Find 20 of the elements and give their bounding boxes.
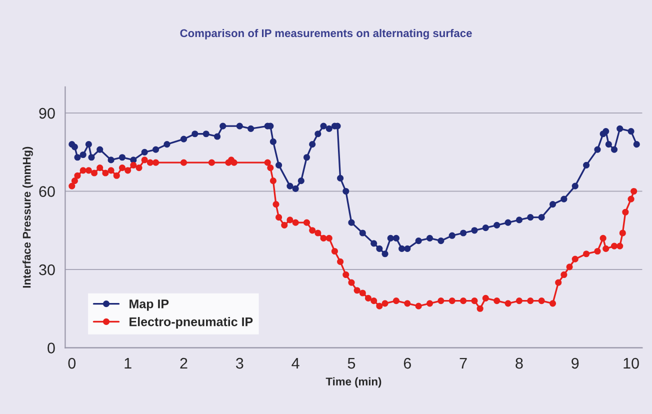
x-tick-label: 2 — [180, 358, 188, 369]
x-tick-label: 10 — [624, 358, 639, 369]
y-tick-label: 90 — [39, 108, 55, 119]
x-tick-label: 1 — [124, 358, 132, 369]
chart-title: Comparison of IP measurements on alternating surface — [180, 28, 472, 40]
x-tick-label: 3 — [236, 358, 244, 369]
y-tick-label: 30 — [39, 264, 55, 276]
y-axis-title: Interface Pressure (mmHg) — [22, 146, 33, 288]
y-tick-label: 60 — [39, 186, 55, 197]
x-tick-label: 5 — [348, 358, 356, 369]
x-axis-title: Time (min) — [326, 377, 382, 388]
x-tick-label: 8 — [516, 358, 523, 369]
y-tick-label: 0 — [48, 342, 55, 354]
x-tick-label: 6 — [404, 358, 411, 369]
legend-label: Electro-pneumatic IP — [130, 317, 253, 329]
x-tick-label: 0 — [68, 358, 76, 369]
x-tick-label: 4 — [292, 358, 300, 369]
x-tick-label: 7 — [460, 358, 467, 369]
x-tick-label: 9 — [572, 358, 579, 369]
legend-label: Map IP — [130, 300, 169, 311]
